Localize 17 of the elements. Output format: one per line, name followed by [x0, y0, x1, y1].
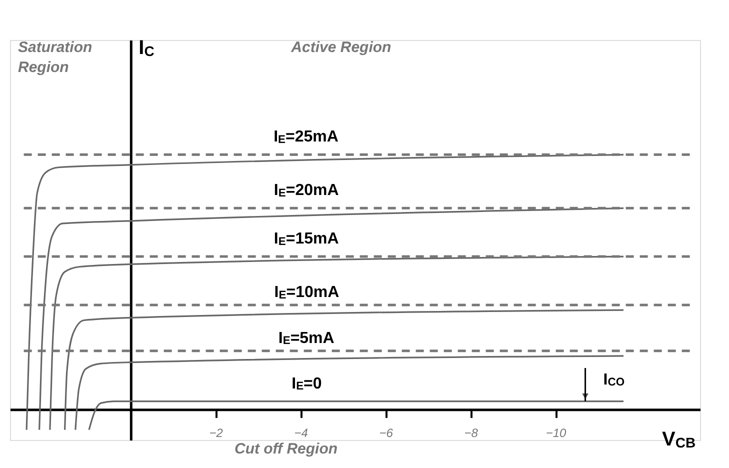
- x-axis-title: VCB: [662, 428, 696, 450]
- text: Active Region: [290, 39, 392, 56]
- x-tick-label: −10: [546, 426, 567, 440]
- text: Saturation Region: [18, 39, 92, 76]
- series-label: IE=15mA: [274, 230, 340, 248]
- x-tick-label: −2: [209, 426, 224, 440]
- series-label: IE=10mA: [274, 284, 340, 302]
- x-tick-label: −4: [294, 426, 308, 440]
- series-label: IE=0: [292, 375, 322, 392]
- series-label: IE=20mA: [274, 182, 340, 200]
- x-tick-label: −8: [464, 426, 478, 440]
- x-tick-label: −6: [379, 426, 394, 440]
- text: Cut off Region: [234, 440, 338, 458]
- y-axis-title: IC: [138, 37, 154, 59]
- annotation: ICO: [603, 371, 625, 388]
- series-label: IE=5mA: [278, 330, 335, 348]
- series-label: IE=25mA: [274, 128, 339, 146]
